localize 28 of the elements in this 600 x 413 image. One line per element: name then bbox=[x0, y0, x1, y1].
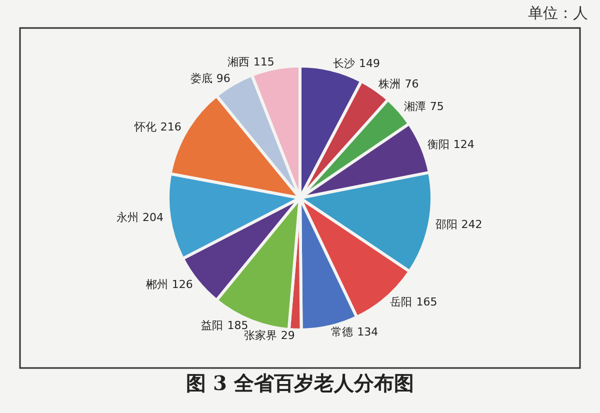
slice-label: 娄底 bbox=[190, 72, 212, 85]
data-label: 216 bbox=[160, 120, 182, 134]
data-label: 75 bbox=[430, 100, 444, 114]
slice-label: 株洲 bbox=[378, 78, 401, 91]
data-label: 124 bbox=[453, 138, 474, 151]
slice-label: 岳阳 bbox=[390, 295, 412, 308]
text: 单位：人 bbox=[528, 4, 588, 23]
slice-label: 衡阳 bbox=[427, 138, 450, 151]
text: 图 3 全省百岁老人分布图 bbox=[186, 371, 414, 395]
slice-label: 怀化 bbox=[133, 120, 156, 134]
slice-label: 湘潭 bbox=[404, 100, 426, 114]
data-label: 149 bbox=[359, 57, 380, 70]
data-label: 96 bbox=[216, 72, 230, 85]
data-label: 29 bbox=[280, 328, 295, 342]
data-label: 126 bbox=[172, 278, 193, 291]
slice-label: 长沙 bbox=[333, 57, 356, 70]
slice-label: 常德 bbox=[331, 325, 354, 338]
data-label: 115 bbox=[253, 55, 274, 68]
data-label: 242 bbox=[461, 218, 482, 232]
slice-label: 郴州 bbox=[146, 278, 168, 291]
data-label: 204 bbox=[142, 211, 164, 224]
data-label: 134 bbox=[357, 325, 378, 338]
data-label: 76 bbox=[404, 78, 419, 91]
slice-label: 益阳 bbox=[201, 318, 224, 332]
slice-label: 永州 bbox=[116, 211, 138, 224]
data-label: 165 bbox=[416, 295, 438, 308]
slice-label: 湘西 bbox=[227, 55, 250, 68]
slice-label: 邵阳 bbox=[435, 218, 458, 232]
